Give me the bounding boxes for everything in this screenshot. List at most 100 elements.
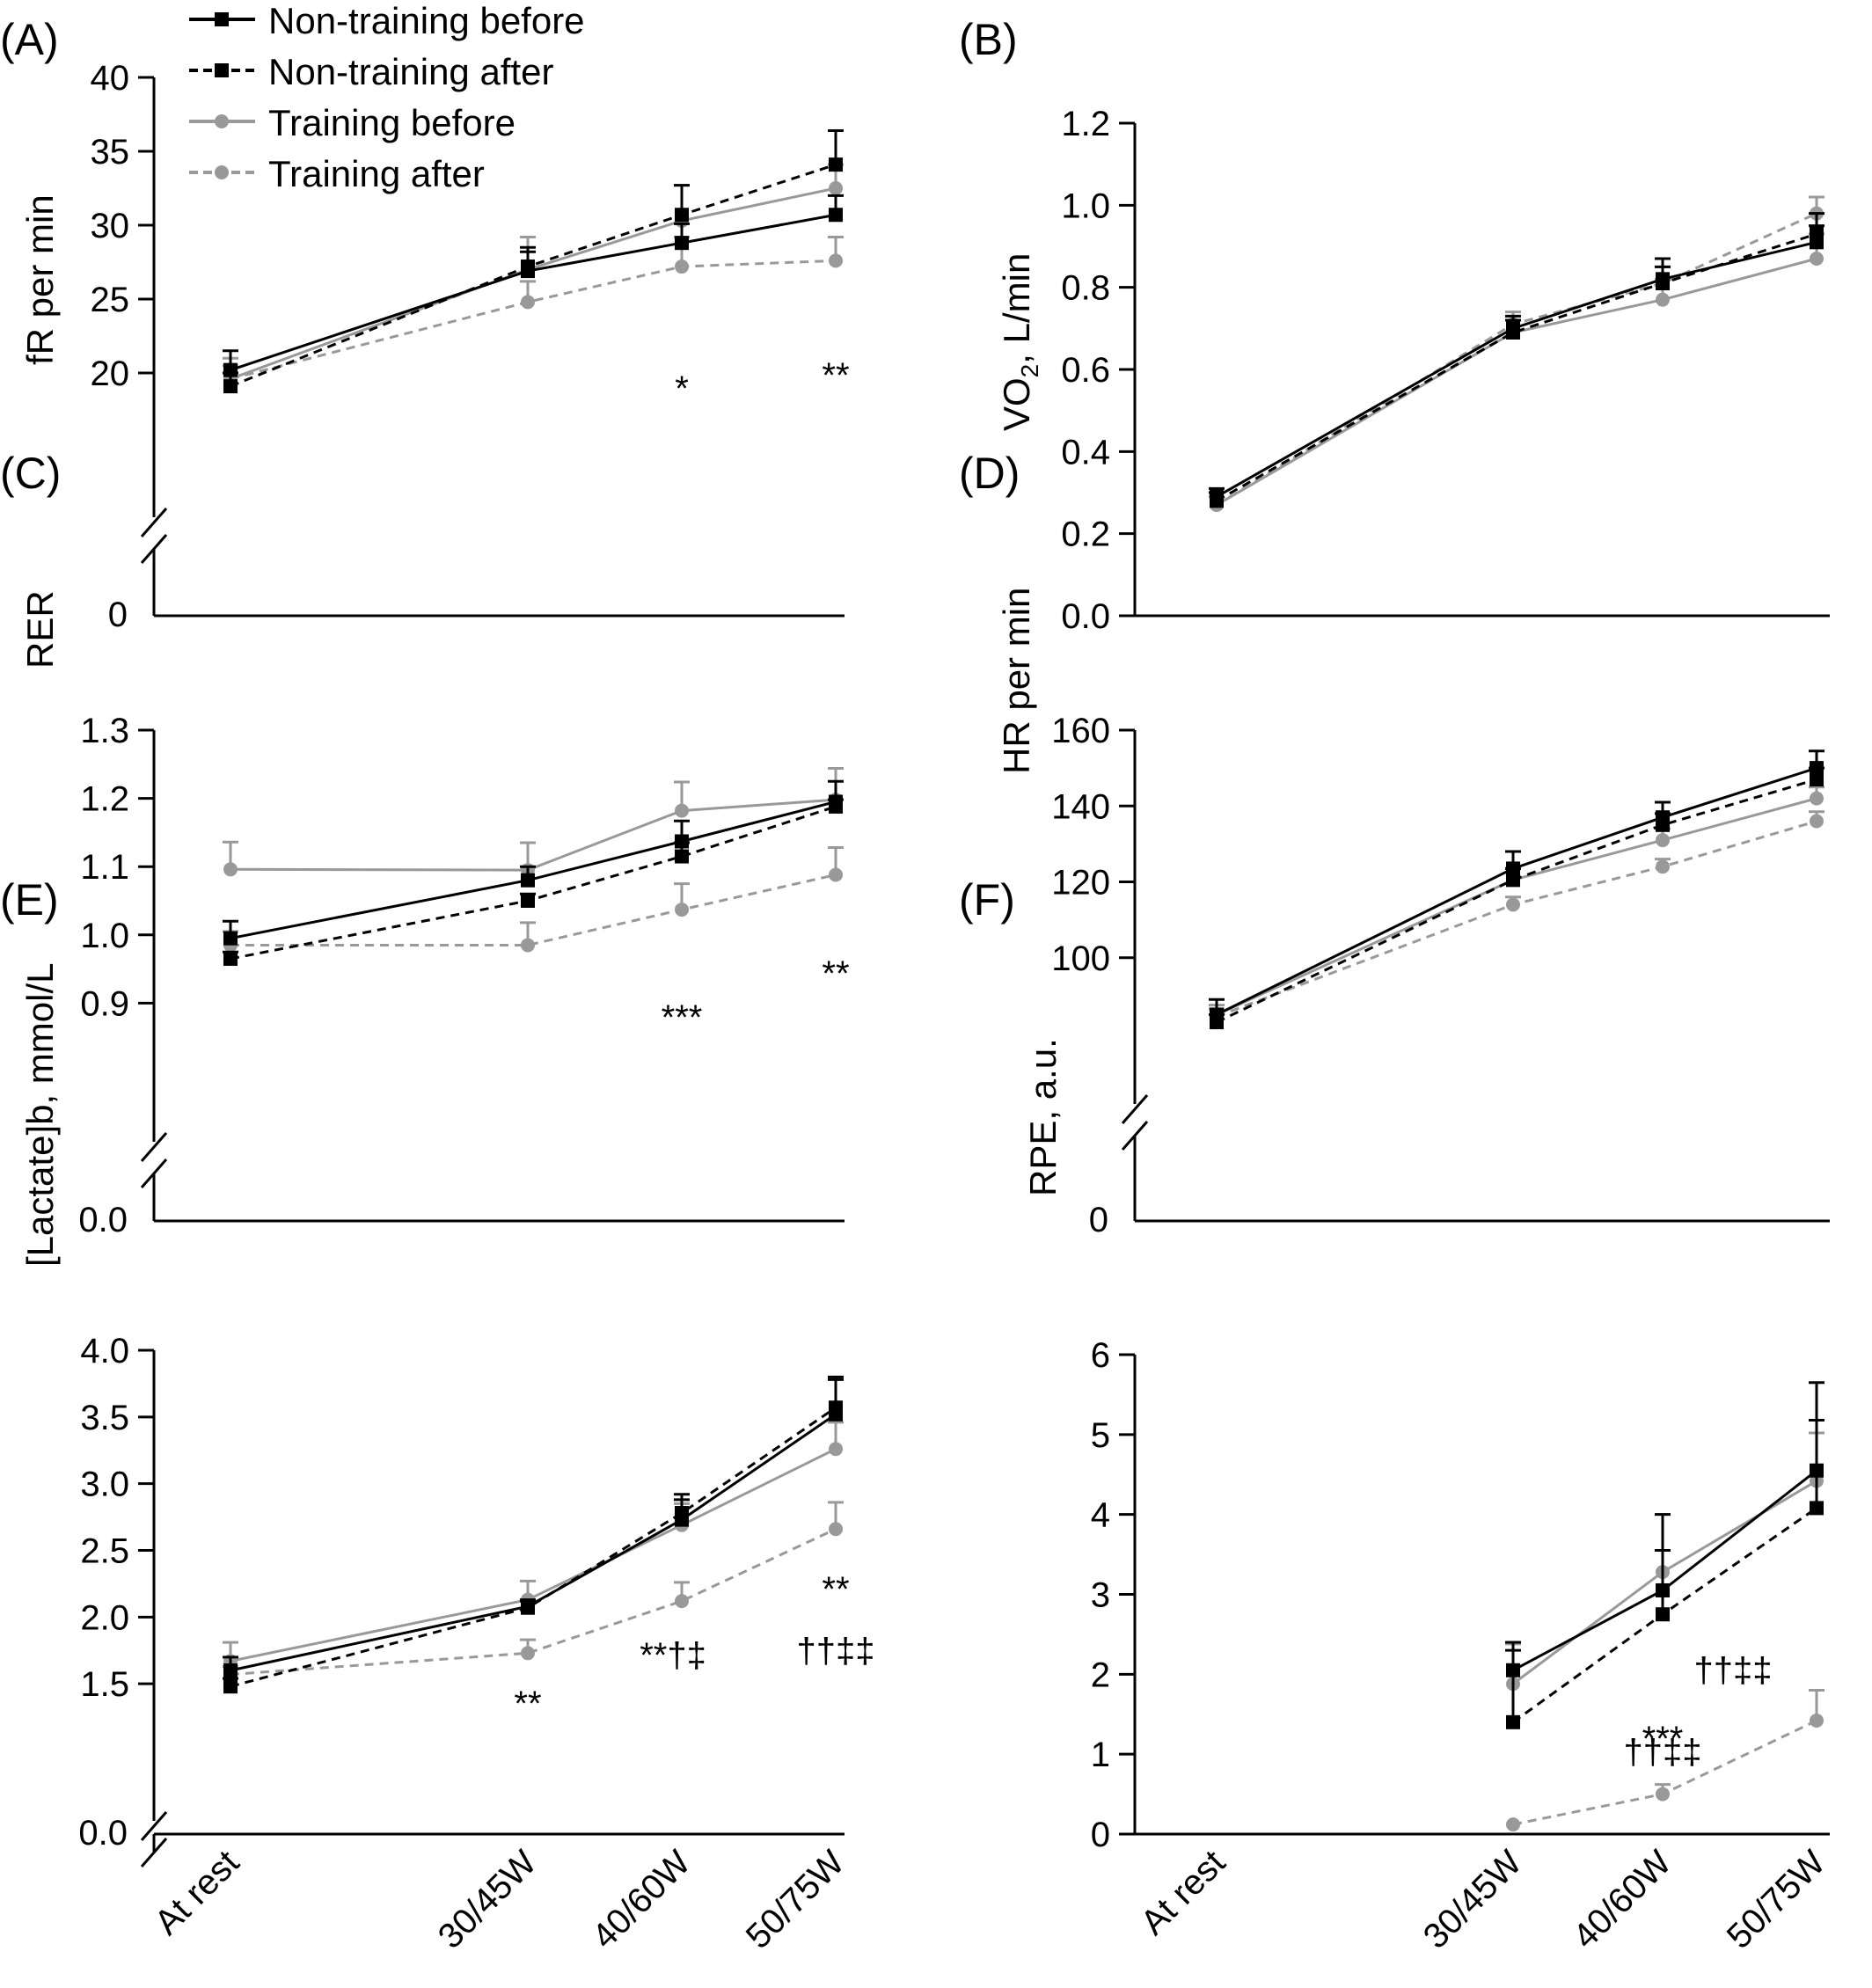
y-tick-label: 1.0 xyxy=(1061,186,1110,225)
data-point-circle xyxy=(1656,833,1670,848)
data-point-square xyxy=(1810,772,1824,787)
data-point-circle xyxy=(675,1594,689,1609)
data-point-square xyxy=(675,834,689,849)
y-tick-label: 0.9 xyxy=(80,984,129,1023)
y-tick-label: 120 xyxy=(1051,864,1110,903)
data-point-square xyxy=(521,894,535,908)
panel-c-label: (C) xyxy=(0,449,61,498)
x-tick-label: At rest xyxy=(1134,1843,1233,1942)
data-point-square xyxy=(1506,1714,1520,1729)
legend: Non-training before Non-training after T… xyxy=(189,0,585,194)
data-point-square xyxy=(1506,873,1520,888)
data-point-circle xyxy=(1656,859,1670,874)
x-axis-labels: At rest 30/45W 40/60W 50/75W At rest 30/45W 40… xyxy=(148,1843,1833,1956)
data-point-square xyxy=(1656,817,1670,832)
panel-b-plot: 0.0 0.2 0.4 0.6 0.8 1.0 1.2 xyxy=(1061,105,1830,636)
series-line-training-before xyxy=(1216,797,1817,1016)
data-point-square xyxy=(521,1600,535,1615)
panel-f-label: (F) xyxy=(959,875,1015,925)
panel-c-ylabel: RER xyxy=(19,590,61,669)
data-point-circle xyxy=(675,259,689,274)
data-point-square xyxy=(1210,1015,1224,1030)
significance-annotation: ** xyxy=(822,1570,849,1609)
series-line-training-after xyxy=(1216,820,1817,1018)
data-point-square xyxy=(1810,227,1824,241)
y-tick-label: 3 xyxy=(1091,1576,1110,1615)
series-line-training-before xyxy=(230,186,837,381)
y-tick-label-zero: 0.0 xyxy=(78,1814,128,1853)
legend-label: Non-training after xyxy=(268,51,554,92)
y-tick-label: 4.0 xyxy=(80,1332,129,1370)
x-tick-label: 50/75W xyxy=(1720,1843,1833,1956)
panel-a-ylabel: fR per min xyxy=(19,194,61,365)
y-tick-label-zero: 0.0 xyxy=(78,1201,128,1239)
y-tick-label: 160 xyxy=(1051,712,1110,750)
data-point-circle xyxy=(1506,1817,1520,1832)
data-point-square xyxy=(223,931,238,946)
data-point-square xyxy=(223,1679,238,1694)
y-tick-label: 0.0 xyxy=(1061,597,1110,636)
panel-e: (E) [Lactate]b, mmol/L 0.0 1.5 2.0 2.5 3.0 3.… xyxy=(0,875,874,1867)
panel-f-ylabel: RPE, a.u. xyxy=(1022,1038,1064,1196)
significance-annotation: ** xyxy=(822,356,849,395)
y-tick-label: 20 xyxy=(91,354,130,393)
series-line-training-after xyxy=(1216,212,1817,507)
series-line-training-before xyxy=(230,798,837,872)
data-point-circle xyxy=(675,803,689,818)
series-line-non-training-after xyxy=(1216,232,1817,502)
y-tick-label: 140 xyxy=(1051,787,1110,826)
y-tick-label: 35 xyxy=(91,133,130,172)
axis-break-mark xyxy=(140,508,168,537)
panel-c: (C) RER 0.00.91.01.11.21.3***** xyxy=(0,449,850,1239)
data-point-square xyxy=(675,208,689,223)
y-tick-label: 2.0 xyxy=(80,1598,129,1637)
x-tick-label: 40/60W xyxy=(1566,1843,1679,1956)
data-point-circle xyxy=(829,1442,843,1457)
data-point-square xyxy=(1810,1501,1824,1516)
y-tick-label: 30 xyxy=(91,207,130,245)
data-point-square xyxy=(1210,493,1224,508)
panel-d-label: (D) xyxy=(959,449,1020,498)
panel-d-plot: 0 100 120 140 160 xyxy=(1051,712,1830,1239)
series-line-training-after xyxy=(230,1527,837,1677)
data-point-square xyxy=(829,1400,843,1415)
data-point-circle xyxy=(829,181,843,195)
data-point-square xyxy=(1656,1607,1670,1622)
data-point-square xyxy=(521,259,535,274)
panel-b-ylabel: VO2, L/min xyxy=(996,253,1043,431)
significance-annotation: *** xyxy=(662,998,703,1037)
data-point-circle xyxy=(521,1646,535,1661)
data-point-circle xyxy=(829,253,843,268)
legend-item-training-before: Training before xyxy=(189,102,516,143)
series-line-non-training-after xyxy=(230,805,837,961)
legend-item-training-after: Training after xyxy=(189,153,485,194)
data-point-circle xyxy=(1506,897,1520,912)
panel-d-ylabel: HR per min xyxy=(996,588,1037,774)
significance-annotation: *** xyxy=(1642,1720,1684,1758)
y-tick-label: 1.1 xyxy=(80,848,129,887)
y-tick-label: 3.5 xyxy=(80,1399,129,1437)
y-tick-label: 1 xyxy=(1091,1736,1110,1774)
significance-annotation: ** xyxy=(822,954,849,993)
y-tick-label: 6 xyxy=(1091,1336,1110,1375)
series-line-non-training-before xyxy=(1216,240,1817,498)
data-point-square xyxy=(223,379,238,394)
series-line-non-training-after xyxy=(230,1406,837,1688)
y-tick-label: 3.0 xyxy=(80,1465,129,1504)
series-line-non-training-before xyxy=(230,800,837,940)
x-tick-label: 50/75W xyxy=(739,1843,852,1956)
y-tick-label: 1.5 xyxy=(80,1665,129,1704)
data-point-square xyxy=(223,1663,238,1677)
significance-annotation: ††‡‡ xyxy=(1624,1733,1702,1772)
panel-c-plot: 0.00.91.01.11.21.3***** xyxy=(78,712,849,1239)
series-line-training-before xyxy=(1216,257,1817,507)
series-line-non-training-after xyxy=(1216,778,1817,1024)
legend-label: Training after xyxy=(268,153,485,194)
data-point-square xyxy=(1506,325,1520,340)
significance-annotation: **†‡ xyxy=(640,1636,706,1675)
data-point-circle xyxy=(1656,292,1670,307)
series-line-training-after xyxy=(230,873,837,946)
